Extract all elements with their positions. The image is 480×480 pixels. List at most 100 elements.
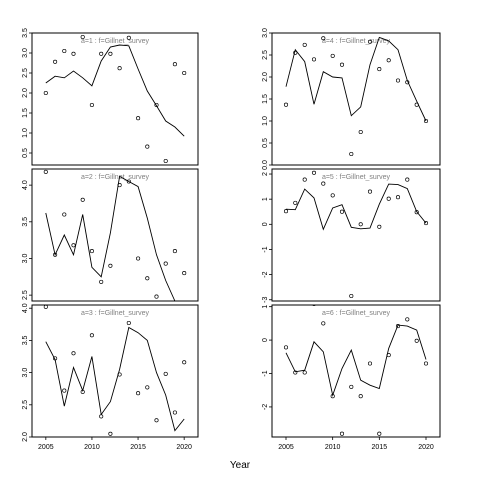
observed-point: [283, 209, 289, 214]
observed-point: [321, 181, 326, 186]
y-tick-label: 2.5: [22, 68, 29, 78]
observed-point: [377, 431, 382, 436]
observed-point: [43, 169, 48, 174]
observed-point: [136, 391, 141, 396]
figure-xlabel: Year: [229, 460, 251, 471]
observed-point: [405, 317, 410, 322]
panel-2: a=4 : f=Gillnet_survey 0.0 0.5 1.0 1.5 2.0 2.5…: [262, 28, 441, 170]
observed-point: [414, 102, 419, 107]
observed-point: [330, 193, 335, 198]
observed-point: [126, 320, 131, 326]
x-tick-label: 2005: [38, 444, 54, 451]
y-tick-label: 1: [262, 305, 269, 309]
y-tick-label: 2.0: [22, 88, 29, 98]
observed-point: [423, 221, 429, 226]
panel-frame: [31, 168, 199, 302]
observed-point: [145, 276, 150, 281]
observed-point: [163, 371, 168, 376]
y-tick-label: 2.5: [262, 50, 269, 60]
y-tick-label: -2: [262, 271, 269, 277]
y-tick-label: 4.0: [22, 303, 29, 313]
observed-point: [302, 177, 307, 182]
x-tick-label: 2015: [372, 444, 388, 451]
observed-point: [117, 372, 122, 377]
observed-point: [358, 394, 363, 399]
observed-point: [311, 170, 317, 175]
observed-point: [53, 252, 58, 257]
observed-point: [117, 66, 122, 71]
observed-point: [321, 36, 326, 41]
observed-point: [62, 212, 67, 217]
x-tick-label: 2010: [84, 444, 100, 451]
observed-point: [108, 431, 113, 436]
observed-point: [293, 200, 298, 205]
observed-point: [339, 209, 345, 214]
y-tick-label: 3.0: [22, 253, 29, 263]
observed-point: [395, 78, 401, 83]
panel-frame: [271, 304, 441, 438]
y-tick-label: 3.5: [22, 28, 29, 38]
observed-point: [182, 70, 187, 76]
observed-point: [71, 51, 76, 56]
x-tick-label: 2010: [325, 444, 341, 451]
panel-title: a=1 : f=Gillnet_survey: [81, 38, 150, 45]
observed-point: [311, 57, 317, 62]
panel-6: a=6 : f=Gillnet_survey -2 -1 0 1 2005 2010 2015…: [262, 304, 441, 451]
panel-4: a=5 : f=Gillnet_survey -3 -2 -1 0 1 2: [262, 168, 441, 303]
observed-point: [163, 158, 168, 164]
y-tick-label: -2: [262, 404, 269, 410]
observed-point: [358, 222, 363, 227]
fitted-line: [285, 36, 427, 122]
observed-point: [349, 151, 354, 157]
y-tick-label: 2: [262, 172, 269, 176]
y-tick-label: 0.5: [262, 138, 269, 148]
observed-point: [405, 80, 410, 85]
observed-point: [80, 34, 85, 40]
y-tick-label: 0: [262, 222, 269, 226]
observed-point: [117, 183, 122, 188]
y-tick-label: 3.0: [22, 48, 29, 58]
y-tick-label: 2.5: [22, 290, 29, 300]
panel-data: [283, 170, 429, 299]
observed-point: [321, 321, 326, 326]
observed-point: [136, 116, 141, 121]
observed-point: [80, 197, 85, 202]
y-tick-label: 2.0: [262, 72, 269, 82]
observed-point: [99, 51, 104, 56]
observed-point: [53, 356, 58, 361]
panel-title: a=4 : f=Gillnet_survey: [322, 38, 391, 45]
fitted-line: [45, 175, 185, 301]
observed-point: [414, 210, 419, 215]
observed-point: [377, 224, 382, 229]
panel-data: [43, 305, 187, 436]
panel-5: a=3 : f=Gillnet_survey 2.0 2.5 3.0 3.5 4.0 200…: [22, 303, 199, 451]
observed-point: [283, 102, 289, 107]
observed-point: [395, 324, 401, 329]
observed-point: [349, 384, 354, 389]
panel-data: [43, 34, 187, 164]
observed-point: [377, 67, 382, 72]
y-tick-label: -3: [262, 297, 269, 303]
observed-point: [293, 50, 298, 55]
panel-title: a=5 : f=Gillnet_survey: [322, 174, 391, 181]
panel-frame: [271, 168, 441, 302]
observed-point: [182, 271, 187, 276]
observed-point: [302, 370, 307, 375]
y-tick-label: 1: [262, 197, 269, 201]
observed-point: [367, 361, 373, 366]
y-tick-label: 1.5: [262, 94, 269, 104]
y-tick-label: 2.5: [22, 400, 29, 410]
panel-1: a=1 : f=Gillnet_survey 0.5 1.0 1.5 2.0 2.5 3.0…: [22, 28, 199, 166]
observed-point: [89, 102, 94, 108]
y-tick-label: -1: [262, 246, 269, 252]
y-tick-label: 1.0: [22, 128, 29, 138]
observed-point: [423, 118, 429, 124]
observed-point: [154, 294, 159, 299]
observed-point: [172, 410, 177, 415]
observed-point: [126, 179, 131, 184]
panel-data: [283, 36, 429, 157]
observed-point: [154, 102, 159, 108]
observed-point: [367, 39, 373, 44]
observed-point: [172, 62, 177, 67]
y-tick-label: 3.5: [22, 217, 29, 227]
